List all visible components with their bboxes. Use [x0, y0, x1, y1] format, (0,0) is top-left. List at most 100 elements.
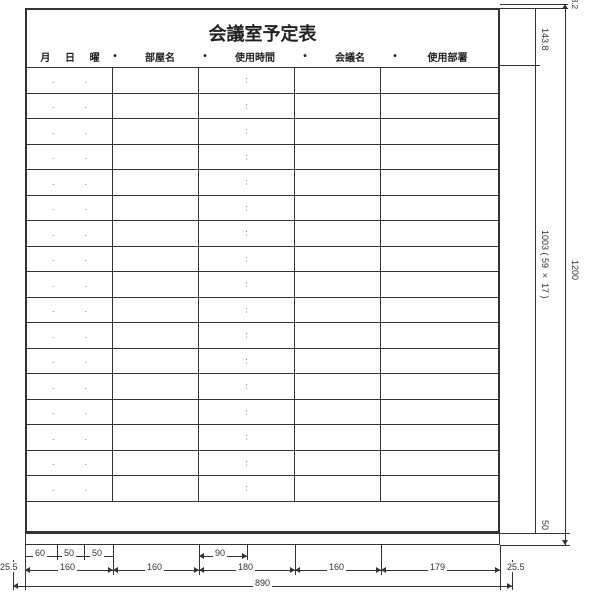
room-cell: [113, 247, 199, 272]
dept-cell: [381, 68, 498, 93]
dim-c3: 180: [236, 562, 255, 572]
hdr-weekday: 曜: [90, 49, 100, 64]
date-cell: ..: [27, 221, 113, 246]
date-cell: ..: [27, 374, 113, 399]
date-cell: ..: [27, 94, 113, 119]
arrow: [295, 567, 300, 573]
ext-line: [500, 4, 570, 5]
dept-cell: [381, 196, 498, 221]
dim-c3-half: 90: [213, 548, 227, 558]
schedule-grid: ..................................: [27, 67, 498, 502]
time-cell: [199, 196, 295, 221]
dim-c1s2: 50: [62, 548, 76, 558]
column-headers: 月 日 曜 • 部屋名 • 使用時間 • 会議名 • 使用部署: [27, 45, 498, 67]
time-cell: [199, 349, 295, 374]
dept-cell: [381, 94, 498, 119]
dept-cell: [381, 400, 498, 425]
date-cell: ..: [27, 196, 113, 221]
dim-width: 890: [253, 578, 272, 588]
hdr-meeting: 会議名: [307, 49, 393, 64]
ext-line: [500, 545, 501, 590]
dim-c1s1: 60: [33, 548, 47, 558]
meeting-cell: [295, 170, 381, 195]
date-cell: ..: [27, 145, 113, 170]
table-row: ..: [27, 476, 498, 502]
dept-cell: [381, 119, 498, 144]
dim-c2: 160: [145, 562, 164, 572]
dept-cell: [381, 170, 498, 195]
time-cell: [199, 170, 295, 195]
room-cell: [113, 196, 199, 221]
table-row: ..: [27, 298, 498, 324]
meeting-cell: [295, 298, 381, 323]
board-title: 会議室予定表: [27, 10, 498, 45]
table-row: ..: [27, 170, 498, 196]
time-cell: [199, 94, 295, 119]
room-cell: [113, 374, 199, 399]
dim-grid-height: 1003 ( 59 × 17 ): [538, 230, 552, 299]
date-cell: ..: [27, 451, 113, 476]
dept-cell: [381, 272, 498, 297]
date-cell: ..: [27, 400, 113, 425]
time-cell: [199, 374, 295, 399]
room-cell: [113, 425, 199, 450]
arrow: [507, 583, 512, 589]
dept-cell: [381, 323, 498, 348]
dim-c4: 160: [327, 562, 346, 572]
room-cell: [113, 298, 199, 323]
dept-cell: [381, 425, 498, 450]
arrow: [13, 583, 18, 589]
arrow: [113, 567, 118, 573]
meeting-cell: [295, 374, 381, 399]
time-cell: [199, 68, 295, 93]
room-cell: [113, 349, 199, 374]
arrow: [495, 567, 500, 573]
room-cell: [113, 94, 199, 119]
dept-cell: [381, 145, 498, 170]
dept-cell: [381, 298, 498, 323]
table-row: ..: [27, 94, 498, 120]
time-cell: [199, 451, 295, 476]
ext-line: [500, 545, 570, 546]
meeting-cell: [295, 196, 381, 221]
dim-overall-height: 1200: [568, 260, 582, 280]
time-cell: [199, 400, 295, 425]
ext-line: [500, 65, 540, 66]
arrow: [562, 540, 568, 545]
dim-line-inner: [535, 8, 536, 533]
dim-top-margin: 3.2: [568, 0, 581, 9]
date-cell: ..: [27, 298, 113, 323]
time-cell: [199, 221, 295, 246]
date-cell: ..: [27, 68, 113, 93]
table-row: ..: [27, 247, 498, 273]
room-cell: [113, 119, 199, 144]
time-cell: [199, 272, 295, 297]
table-row: ..: [27, 145, 498, 171]
whiteboard-frame: 会議室予定表 月 日 曜 • 部屋名 • 使用時間 • 会議名 • 使用部署 .…: [25, 8, 500, 533]
room-cell: [113, 170, 199, 195]
marker-tray: [25, 533, 500, 545]
ext-line: [500, 533, 570, 534]
table-row: ..: [27, 400, 498, 426]
meeting-cell: [295, 323, 381, 348]
dept-cell: [381, 374, 498, 399]
meeting-cell: [295, 400, 381, 425]
dim-c5: 179: [428, 562, 447, 572]
meeting-cell: [295, 221, 381, 246]
ext-line: [57, 545, 58, 560]
dept-cell: [381, 221, 498, 246]
dept-cell: [381, 476, 498, 501]
table-row: ..: [27, 272, 498, 298]
table-row: ..: [27, 119, 498, 145]
date-cell: ..: [27, 425, 113, 450]
time-cell: [199, 476, 295, 501]
meeting-cell: [295, 145, 381, 170]
meeting-cell: [295, 451, 381, 476]
room-cell: [113, 476, 199, 501]
dim-tray-gap: 50: [538, 520, 552, 530]
meeting-cell: [295, 425, 381, 450]
meeting-cell: [295, 272, 381, 297]
arrow: [381, 567, 386, 573]
table-row: ..: [27, 323, 498, 349]
date-cell: ..: [27, 119, 113, 144]
